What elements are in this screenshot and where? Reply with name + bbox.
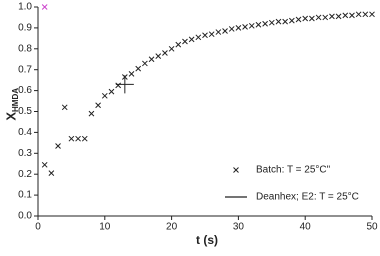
x-marker <box>268 19 275 26</box>
x-marker <box>81 135 88 142</box>
y-axis-label-group: X HMDA <box>3 88 20 121</box>
x-tick-label: 20 <box>166 222 178 233</box>
x-marker <box>315 14 322 21</box>
legend-label: Batch: T = 25°C" <box>256 165 331 176</box>
x-marker <box>262 20 268 27</box>
x-marker <box>248 22 255 29</box>
x-marker <box>309 15 315 22</box>
x-marker <box>168 45 175 52</box>
x-marker <box>95 102 101 109</box>
y-tick-label: 0.5 <box>18 106 32 117</box>
y-tick-label: 0.4 <box>18 127 32 138</box>
x-marker <box>195 34 202 41</box>
x-marker <box>329 13 335 20</box>
x-marker <box>255 21 262 28</box>
x-marker <box>208 31 215 38</box>
x-marker <box>228 26 235 32</box>
x-marker <box>162 50 168 56</box>
x-marker <box>48 170 55 177</box>
x-marker <box>128 71 135 77</box>
y-axis-label-sub: HMDA <box>11 88 20 112</box>
x-marker <box>68 135 75 142</box>
x-marker <box>175 41 182 48</box>
x-marker <box>135 65 142 72</box>
y-tick-label: 0.1 <box>18 190 32 201</box>
legend-label: Deanhex; E2: T = 25°C <box>256 192 359 203</box>
x-marker <box>362 11 369 18</box>
x-marker <box>322 14 329 21</box>
x-marker <box>155 53 162 59</box>
x-marker <box>222 28 228 34</box>
x-marker <box>88 110 95 117</box>
y-tick-label: 0.6 <box>18 85 32 96</box>
x-marker <box>142 60 148 67</box>
x-marker <box>182 38 188 45</box>
cross-marker <box>115 75 134 94</box>
x-marker <box>349 12 355 19</box>
x-marker <box>295 16 302 23</box>
x-tick-label: 10 <box>99 222 111 233</box>
x-marker <box>55 143 61 149</box>
x-marker <box>115 82 122 89</box>
y-tick-label: 0.3 <box>18 148 32 159</box>
x-marker <box>355 11 362 18</box>
x-marker <box>41 4 48 10</box>
x-marker <box>148 56 155 63</box>
y-tick-label: 0.9 <box>18 23 32 34</box>
y-axis-label: X <box>3 112 18 121</box>
x-marker <box>233 167 239 173</box>
x-marker <box>188 36 195 43</box>
y-tick-label: 1.0 <box>18 2 32 13</box>
x-axis-label: t (s) <box>196 233 218 247</box>
y-tick-label: 0.0 <box>18 211 32 222</box>
y-tick-label: 0.8 <box>18 43 32 54</box>
x-marker <box>242 24 248 30</box>
x-marker <box>288 17 295 24</box>
x-marker <box>61 104 68 111</box>
x-tick-label: 40 <box>300 222 312 233</box>
x-marker <box>75 135 81 142</box>
x-marker <box>41 161 48 168</box>
x-marker <box>282 18 289 25</box>
x-tick-label: 0 <box>35 222 41 233</box>
x-marker <box>202 32 208 39</box>
y-tick-label: 0.2 <box>18 169 32 180</box>
x-marker <box>369 11 375 18</box>
x-tick-label: 30 <box>233 222 245 233</box>
x-marker <box>235 25 242 31</box>
x-marker <box>101 92 108 99</box>
x-tick-label: 50 <box>366 222 378 233</box>
y-tick-label: 0.7 <box>18 64 32 75</box>
x-marker <box>302 15 309 22</box>
x-marker <box>335 13 342 20</box>
x-marker <box>108 88 115 95</box>
x-marker <box>342 12 349 19</box>
x-marker <box>215 29 222 35</box>
x-marker <box>275 18 282 25</box>
